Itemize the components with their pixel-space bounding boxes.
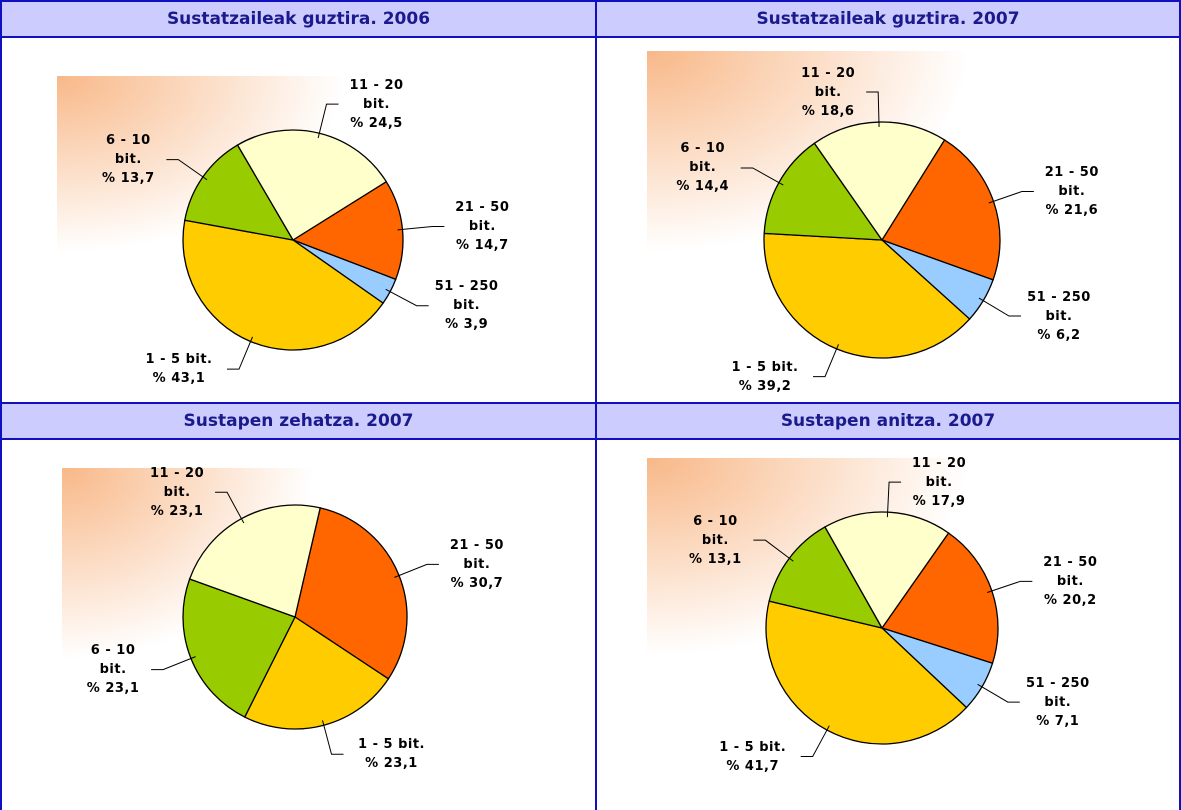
- leader-line: [151, 656, 196, 671]
- label-category: 11 - 20 bit.: [801, 65, 856, 100]
- leader-line: [227, 336, 253, 370]
- leader-line: [978, 297, 1021, 317]
- label-category: 6 - 10 bit.: [693, 513, 738, 548]
- label-value: % 39,2: [738, 378, 792, 394]
- panel-header: Sustatzaileak guztira. 2006: [0, 0, 597, 38]
- label-value: % 23,1: [86, 681, 140, 697]
- panel-header: Sustapen anitza. 2007: [595, 402, 1181, 440]
- data-label: 51 - 250 bit. % 3,9: [431, 277, 503, 334]
- label-category: 21 - 50 bit.: [449, 537, 504, 572]
- leader-line: [813, 344, 839, 378]
- label-category: 51 - 250 bit.: [1025, 675, 1090, 710]
- leader-line: [866, 91, 880, 128]
- label-value: % 41,7: [726, 758, 779, 774]
- panel-body: 21 - 50 bit. % 14,7 51 - 250 bit. % 3,9 1 - …: [0, 36, 597, 402]
- label-value: % 20,2: [1044, 592, 1097, 608]
- label-value: % 43,1: [152, 371, 206, 387]
- label-category: 6 - 10 bit.: [90, 643, 136, 678]
- label-value: % 21,6: [1045, 203, 1099, 219]
- label-value: % 23,1: [150, 503, 204, 519]
- label-category: 11 - 20 bit.: [349, 77, 404, 112]
- label-value: % 30,7: [450, 575, 504, 591]
- label-category: 21 - 50 bit.: [1043, 554, 1098, 589]
- leader-line: [385, 288, 429, 307]
- data-label: 1 - 5 bit. % 23,1: [346, 735, 438, 773]
- data-label: 11 - 20 bit. % 17,9: [903, 454, 975, 511]
- data-label: 51 - 250 bit. % 6,2: [1023, 288, 1095, 345]
- label-category: 11 - 20 bit.: [149, 465, 205, 500]
- data-label: 21 - 50 bit. % 30,7: [441, 536, 513, 593]
- pie-chart: [62, 468, 482, 788]
- data-label: 51 - 250 bit. % 7,1: [1022, 674, 1094, 731]
- label-value: % 23,1: [365, 756, 418, 772]
- label-category: 51 - 250 bit.: [434, 279, 499, 314]
- panel-header: Sustatzaileak guztira. 2007: [595, 0, 1181, 38]
- data-label: 21 - 50 bit. % 20,2: [1034, 553, 1106, 610]
- data-label: 6 - 10 bit. % 14,4: [667, 139, 739, 196]
- label-category: 6 - 10 bit.: [106, 133, 151, 168]
- label-value: % 7,1: [1036, 713, 1080, 729]
- label-category: 21 - 50 bit.: [1044, 165, 1099, 200]
- leader-line: [753, 539, 794, 562]
- label-category: 11 - 20 bit.: [912, 455, 967, 490]
- label-category: 1 - 5 bit.: [145, 352, 213, 368]
- label-category: 1 - 5 bit.: [358, 737, 425, 753]
- label-category: 1 - 5 bit.: [719, 739, 787, 755]
- panel-body: 21 - 50 bit. % 20,2 51 - 250 bit. % 7,1 1 - …: [595, 438, 1181, 810]
- leader-line: [977, 683, 1020, 703]
- data-label: 21 - 50 bit. % 21,6: [1036, 163, 1108, 220]
- pie-chart: [647, 458, 1179, 788]
- leader-line: [394, 563, 439, 578]
- data-label: 1 - 5 bit. % 41,7: [707, 738, 799, 776]
- panel-header: Sustapen zehatza. 2007: [0, 402, 597, 440]
- panel-body: 21 - 50 bit.% 30,7 1 - 5 bit.% 23,1 6 - 10…: [0, 438, 597, 810]
- label-value: % 3,9: [445, 317, 489, 333]
- label-value: % 14,4: [676, 179, 730, 195]
- label-value: % 6,2: [1037, 327, 1081, 343]
- label-category: 51 - 250 bit.: [1027, 289, 1091, 324]
- label-category: 21 - 50 bit.: [455, 200, 510, 235]
- leader-line: [322, 720, 344, 755]
- data-label: 6 - 10 bit. % 23,1: [77, 641, 149, 698]
- leader-line: [317, 103, 339, 139]
- leader-line: [397, 226, 445, 231]
- label-value: % 24,5: [350, 115, 403, 131]
- data-label: 21 - 50 bit. % 14,7: [446, 198, 518, 255]
- data-label: 6 - 10 bit. % 13,7: [92, 131, 164, 188]
- data-label: 1 - 5 bit. % 43,1: [133, 350, 225, 388]
- pie-chart: [647, 51, 1179, 386]
- leader-line: [166, 159, 208, 181]
- leader-line: [800, 725, 830, 758]
- label-value: % 13,1: [689, 551, 742, 567]
- leader-line: [886, 481, 902, 518]
- label-value: % 18,6: [801, 103, 855, 119]
- leader-line: [988, 191, 1034, 204]
- pie-chart: [57, 76, 537, 371]
- label-value: % 13,7: [102, 171, 155, 187]
- panel-body: 21 - 50 bit. % 21,6 51 - 250 bit. % 6,2 1 - …: [595, 36, 1181, 402]
- data-label: 1 - 5 bit. % 39,2: [719, 358, 811, 396]
- data-label: 6 - 10 bit. % 13,1: [679, 512, 751, 569]
- label-category: 6 - 10 bit.: [680, 141, 725, 176]
- label-value: % 14,7: [456, 238, 509, 254]
- label-value: % 17,9: [912, 493, 966, 509]
- leader-line: [215, 491, 245, 524]
- data-label: 11 - 20 bit. % 23,1: [141, 464, 213, 521]
- data-label: 11 - 20 bit. % 18,6: [792, 64, 864, 121]
- leader-line: [740, 167, 784, 186]
- label-category: 1 - 5 bit.: [731, 359, 799, 375]
- data-label: 11 - 20 bit. % 24,5: [341, 76, 413, 133]
- leader-line: [987, 580, 1033, 593]
